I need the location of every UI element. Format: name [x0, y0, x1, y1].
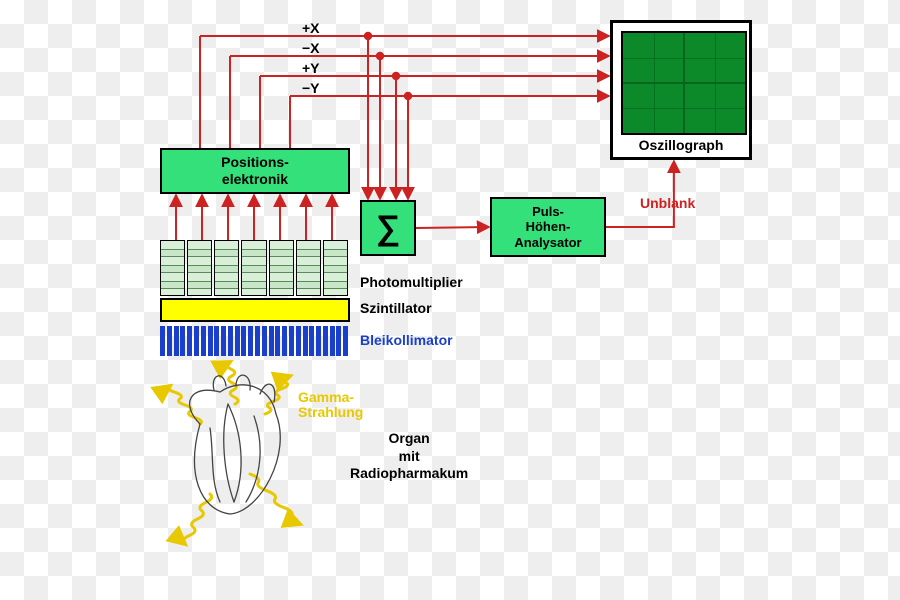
oszillograph-screen: [621, 31, 747, 135]
diagram-wires: [0, 0, 900, 600]
bleikollimator: [160, 326, 350, 356]
oszillograph-box: Oszillograph: [610, 20, 752, 160]
signal-label-minus-y: −Y: [302, 80, 320, 96]
sigma-label: ∑: [376, 208, 400, 249]
puls-hoehen-analysator-box: Puls- Höhen- Analysator: [490, 197, 606, 257]
photomultiplier-array: [160, 240, 350, 296]
bleikollimator-label: Bleikollimator: [360, 332, 453, 348]
gamma-strahlung-label: Gamma- Strahlung: [298, 390, 363, 421]
sigma-box: ∑: [360, 200, 416, 256]
oszillograph-label: Oszillograph: [613, 137, 749, 153]
positions-elektronik-box: Positions- elektronik: [160, 148, 350, 194]
signal-label-plus-x: +X: [302, 20, 320, 36]
positions-elektronik-label: Positions- elektronik: [221, 154, 289, 188]
organ-label: Organ mit Radiopharmakum: [350, 430, 468, 483]
signal-label-plus-y: +Y: [302, 60, 320, 76]
signal-label-minus-x: −X: [302, 40, 320, 56]
photomultiplier-label: Photomultiplier: [360, 274, 463, 290]
szintillator-label: Szintillator: [360, 300, 432, 316]
szintillator-bar: [160, 298, 350, 322]
unblank-label: Unblank: [640, 195, 695, 211]
puls-hoehen-analysator-label: Puls- Höhen- Analysator: [514, 204, 581, 251]
